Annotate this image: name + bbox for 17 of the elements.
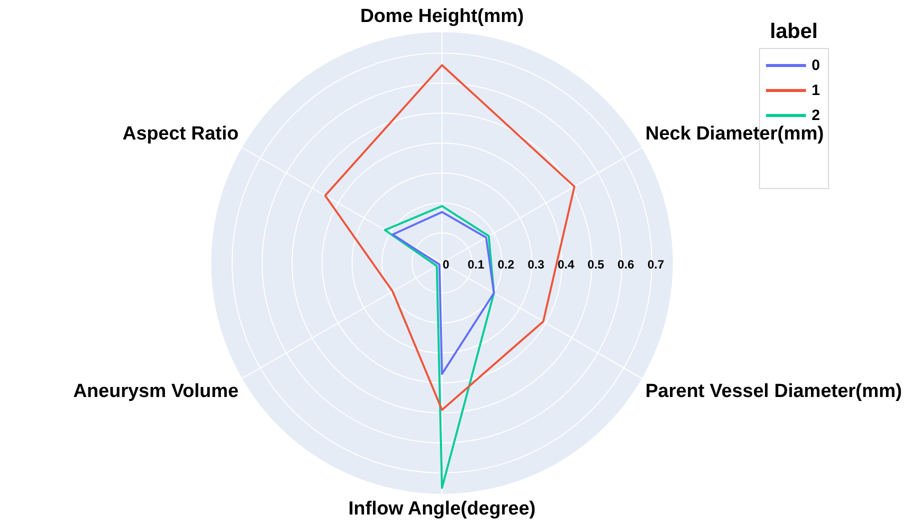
legend-label: 0 <box>812 57 820 74</box>
spoke-label: Aspect Ratio <box>122 123 239 144</box>
y-tick-label: 0.3 <box>528 257 545 272</box>
spoke-label: Inflow Angle(degree) <box>348 498 536 520</box>
y-tick-label: 0.7 <box>648 257 665 272</box>
spoke-label: Dome Height(mm) <box>360 6 524 27</box>
legend-title: label <box>770 20 818 44</box>
y-tick-label: 0.4 <box>558 257 575 272</box>
y-tick-label: 0.2 <box>498 257 515 272</box>
y-tick-label: 0.6 <box>618 257 635 272</box>
spoke-label: Neck Diameter(mm) <box>645 123 824 144</box>
y-tick-label: 0.5 <box>588 257 605 272</box>
spoke-label: Parent Vessel Diameter(mm) <box>645 381 902 402</box>
legend-label: 1 <box>812 82 820 99</box>
legend-label: 2 <box>812 107 820 124</box>
y-tick-label: 0.1 <box>468 257 485 272</box>
spoke-label: Aneurysm Volume <box>73 381 239 402</box>
